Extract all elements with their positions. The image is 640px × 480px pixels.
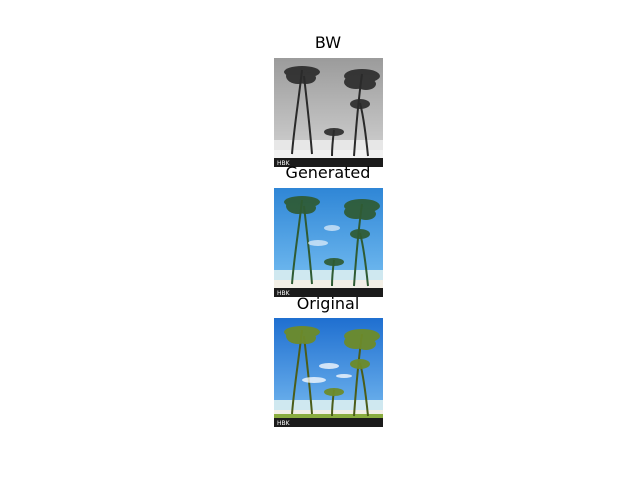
watermark-text: HBK — [277, 420, 291, 427]
watermark-text: HBK — [277, 290, 291, 297]
panel-title-bw: BW — [314, 33, 342, 52]
watermark-text: HBK — [277, 160, 291, 167]
panel-title-original: Original — [296, 294, 360, 313]
original-image-drawing: HBK — [274, 318, 383, 427]
bw-image: HBK — [274, 58, 383, 167]
panel-title-generated: Generated — [285, 163, 371, 182]
generated-image: HBK — [274, 188, 383, 297]
generated-image-drawing: HBK — [274, 188, 383, 297]
bw-image-drawing: HBK — [274, 58, 383, 167]
original-image: HBK — [274, 318, 383, 427]
